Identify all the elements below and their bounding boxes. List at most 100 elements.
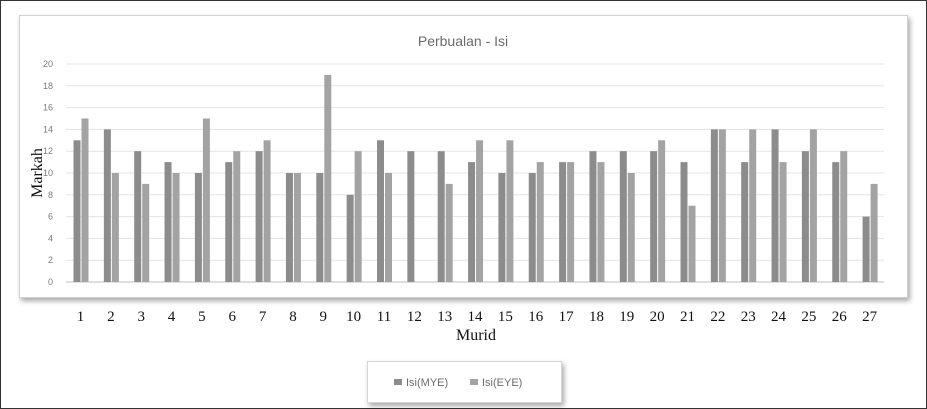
bar-eye-15 xyxy=(506,140,514,282)
bar-eye-18 xyxy=(597,162,605,282)
y-axis-label: Markah xyxy=(29,148,46,198)
bar-mye-8 xyxy=(285,173,293,282)
x-tick-label: 5 xyxy=(198,309,206,325)
bar-eye-9 xyxy=(324,74,332,283)
x-tick-label: 2 xyxy=(107,309,115,325)
bar-eye-14 xyxy=(476,140,484,282)
y-tick-label: 0 xyxy=(48,277,53,287)
y-tick-label: 12 xyxy=(43,146,53,156)
bars xyxy=(73,74,878,283)
x-tick-label: 19 xyxy=(619,309,634,325)
x-tick-label: 15 xyxy=(498,309,513,325)
bar-eye-27 xyxy=(870,183,878,282)
legend-items: Isi(MYE) Isi(EYE) xyxy=(394,377,522,389)
bar-mye-27 xyxy=(862,216,870,282)
bar-eye-7 xyxy=(263,140,271,282)
y-tick-label: 2 xyxy=(48,255,53,265)
bar-eye-6 xyxy=(233,151,241,282)
bar-mye-1 xyxy=(73,140,81,282)
bar-eye-5 xyxy=(202,118,210,282)
x-axis-label: Murid xyxy=(456,327,496,344)
x-tick-label: 22 xyxy=(710,309,725,325)
y-tick-label: 14 xyxy=(43,124,53,134)
y-tick-label: 20 xyxy=(43,59,53,69)
bar-eye-11 xyxy=(385,173,392,282)
legend: Isi(MYE) Isi(EYE) xyxy=(367,361,562,403)
bar-mye-9 xyxy=(316,173,324,282)
x-tick-label: 18 xyxy=(589,309,604,325)
x-tick-label: 26 xyxy=(832,309,848,325)
x-tick-label: 27 xyxy=(862,309,878,325)
bar-eye-24 xyxy=(779,162,787,282)
bar-mye-6 xyxy=(225,162,233,282)
bar-mye-16 xyxy=(528,173,536,282)
x-tick-label: 13 xyxy=(437,309,452,325)
y-tick-label: 6 xyxy=(48,212,53,222)
bar-mye-7 xyxy=(255,151,263,282)
x-tick-label: 6 xyxy=(229,309,237,325)
bar-eye-4 xyxy=(172,173,180,282)
x-tick-label: 9 xyxy=(320,309,328,325)
chart-title: Perbualan - Isi xyxy=(418,33,508,49)
bar-eye-26 xyxy=(840,151,848,282)
bar-eye-3 xyxy=(142,183,150,282)
y-tick-label: 4 xyxy=(48,233,53,243)
bar-mye-25 xyxy=(801,151,809,282)
bar-eye-13 xyxy=(445,183,453,282)
bar-eye-8 xyxy=(293,173,301,282)
bar-mye-5 xyxy=(194,173,202,282)
bar-eye-21 xyxy=(688,205,696,282)
bar-mye-17 xyxy=(559,162,567,282)
legend-label-mye: Isi(MYE) xyxy=(406,377,448,389)
x-tick-label: 10 xyxy=(346,309,361,325)
x-tick-label: 23 xyxy=(741,309,756,325)
x-tick-label: 20 xyxy=(650,309,665,325)
bar-mye-12 xyxy=(407,151,415,282)
bar-eye-22 xyxy=(718,129,726,282)
bar-mye-19 xyxy=(619,151,627,282)
x-tick-label: 24 xyxy=(771,309,787,325)
x-tick-label: 4 xyxy=(168,309,176,325)
y-axis-ticks: 0 2 4 6 8 10 12 14 16 18 20 xyxy=(43,59,53,287)
bar-eye-23 xyxy=(749,129,757,282)
bar-mye-3 xyxy=(134,151,142,282)
x-tick-label: 16 xyxy=(528,309,544,325)
y-tick-label: 16 xyxy=(43,103,53,113)
legend-label-eye: Isi(EYE) xyxy=(482,377,522,389)
x-tick-label: 21 xyxy=(680,309,695,325)
bar-mye-10 xyxy=(346,194,354,282)
bar-mye-22 xyxy=(710,129,718,282)
bar-mye-11 xyxy=(377,140,384,282)
x-axis-ticks: 1 2 3 4 5 6 7 8 9 10 11 12 13 14 15 16 17 18 19 20 21 22 23 24 2… xyxy=(77,309,878,325)
bar-eye-1 xyxy=(81,118,89,282)
y-tick-label: 10 xyxy=(43,168,53,178)
bar-eye-17 xyxy=(567,162,575,282)
x-tick-label: 11 xyxy=(377,309,391,325)
bar-mye-26 xyxy=(832,162,840,282)
x-tick-label: 8 xyxy=(289,309,297,325)
x-tick-label: 12 xyxy=(407,309,422,325)
bar-mye-24 xyxy=(771,129,779,282)
bar-mye-21 xyxy=(680,162,688,282)
bar-mye-4 xyxy=(164,162,172,282)
bar-eye-2 xyxy=(111,173,119,282)
x-tick-label: 1 xyxy=(77,309,85,325)
x-tick-label: 25 xyxy=(801,309,816,325)
bar-eye-20 xyxy=(658,140,666,282)
bar-mye-23 xyxy=(741,162,749,282)
legend-swatch-eye xyxy=(470,379,478,385)
bar-mye-20 xyxy=(650,151,658,282)
bar-mye-2 xyxy=(103,129,111,282)
bar-mye-18 xyxy=(589,151,597,282)
bar-eye-25 xyxy=(809,129,817,282)
x-tick-label: 17 xyxy=(559,309,575,325)
bar-eye-19 xyxy=(627,173,635,282)
bar-mye-15 xyxy=(498,173,506,282)
y-tick-label: 18 xyxy=(43,81,53,91)
x-tick-label: 7 xyxy=(259,309,267,325)
bar-mye-13 xyxy=(437,151,445,282)
bar-eye-10 xyxy=(354,151,362,282)
x-tick-label: 3 xyxy=(137,309,145,325)
